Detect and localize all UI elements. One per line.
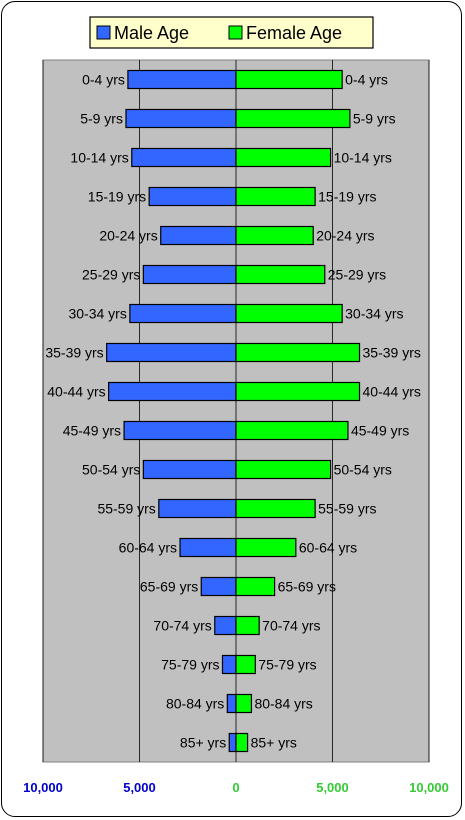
male-bar: [158, 498, 237, 519]
male-bar-label: 15-19 yrs: [88, 189, 146, 205]
male-bar-label: 5-9 yrs: [80, 111, 123, 127]
male-bar: [131, 147, 237, 168]
male-bar: [200, 576, 237, 597]
male-bar: [125, 108, 237, 129]
female-bar-label: 30-34 yrs: [345, 306, 403, 322]
male-bar: [179, 537, 237, 558]
female-bar: [235, 186, 316, 207]
female-bar: [235, 381, 361, 402]
male-bar: [160, 225, 237, 246]
female-bar-label: 75-79 yrs: [258, 657, 316, 673]
female-bar-label: 55-59 yrs: [318, 501, 376, 517]
female-bar: [235, 576, 276, 597]
male-bar-label: 45-49 yrs: [63, 423, 121, 439]
legend: Male Age Female Age: [89, 16, 374, 49]
male-bar-label: 35-39 yrs: [45, 345, 103, 361]
x-tick-label: 10,000: [409, 780, 449, 795]
female-bar-label: 70-74 yrs: [262, 618, 320, 634]
male-bar: [142, 459, 237, 480]
male-bar: [106, 342, 237, 363]
x-tick-label: 10,000: [23, 780, 63, 795]
female-bar: [235, 654, 256, 675]
male-bar-label: 50-54 yrs: [82, 462, 140, 478]
female-bar: [235, 303, 343, 324]
female-bar: [235, 732, 249, 753]
male-bar-label: 75-79 yrs: [161, 657, 219, 673]
male-bar-label: 80-84 yrs: [166, 696, 224, 712]
male-bar: [123, 420, 237, 441]
female-bar: [235, 420, 349, 441]
x-tick-label: 0: [232, 780, 239, 795]
male-bar: [148, 186, 237, 207]
male-bar-label: 40-44 yrs: [47, 384, 105, 400]
legend-swatch-male: [96, 25, 111, 40]
female-bar-label: 35-39 yrs: [363, 345, 421, 361]
legend-label-female: Female Age: [246, 23, 342, 43]
legend-label-male: Male Age: [114, 23, 189, 43]
female-bar: [235, 264, 326, 285]
male-bar-label: 60-64 yrs: [119, 540, 177, 556]
x-axis-ticks: 10,000 5,000 0 5,000 10,000: [23, 780, 449, 795]
female-bar-label: 45-49 yrs: [351, 423, 409, 439]
female-bar-label: 0-4 yrs: [345, 72, 388, 88]
male-bar: [142, 264, 237, 285]
male-bar-label: 70-74 yrs: [153, 618, 211, 634]
male-bar: [108, 381, 237, 402]
female-bar-label: 85+ yrs: [251, 735, 297, 751]
male-bar-label: 30-34 yrs: [68, 306, 126, 322]
x-tick-label: 5,000: [316, 780, 349, 795]
female-bar-label: 20-24 yrs: [316, 228, 374, 244]
female-bar-label: 5-9 yrs: [353, 111, 396, 127]
x-tick-label: 5,000: [123, 780, 156, 795]
female-bar-label: 80-84 yrs: [254, 696, 312, 712]
female-bar: [235, 537, 297, 558]
bar-labels: 0-4 yrs 0-4 yrs 5-9 yrs 5-9 yrs 10-14 yrs 10-…: [45, 72, 421, 751]
female-bar-label: 50-54 yrs: [334, 462, 392, 478]
male-bar-label: 85+ yrs: [180, 735, 226, 751]
bars: [106, 69, 361, 753]
male-bar: [214, 615, 237, 636]
male-bar-label: 65-69 yrs: [140, 579, 198, 595]
male-bar: [226, 693, 237, 714]
legend-swatch-female: [228, 25, 243, 40]
female-bar: [235, 225, 314, 246]
male-bar-label: 20-24 yrs: [99, 228, 157, 244]
female-bar: [235, 459, 332, 480]
gridlines: [42, 60, 430, 762]
male-bar: [228, 732, 237, 753]
male-bar: [127, 69, 237, 90]
female-bar-label: 60-64 yrs: [299, 540, 357, 556]
female-bar: [235, 693, 253, 714]
male-bar: [221, 654, 237, 675]
female-bar: [235, 342, 361, 363]
male-bar-label: 0-4 yrs: [82, 72, 125, 88]
female-bar-label: 40-44 yrs: [363, 384, 421, 400]
female-bar-label: 65-69 yrs: [278, 579, 336, 595]
female-bar: [235, 615, 260, 636]
female-bar-label: 15-19 yrs: [318, 189, 376, 205]
female-bar: [235, 498, 316, 519]
female-bar: [235, 147, 332, 168]
male-bar-label: 10-14 yrs: [70, 150, 128, 166]
female-bar-label: 25-29 yrs: [328, 267, 386, 283]
male-bar-label: 25-29 yrs: [82, 267, 140, 283]
male-bar-label: 55-59 yrs: [97, 501, 155, 517]
female-bar-label: 10-14 yrs: [334, 150, 392, 166]
female-bar: [235, 108, 351, 129]
female-bar: [235, 69, 343, 90]
male-bar: [129, 303, 237, 324]
